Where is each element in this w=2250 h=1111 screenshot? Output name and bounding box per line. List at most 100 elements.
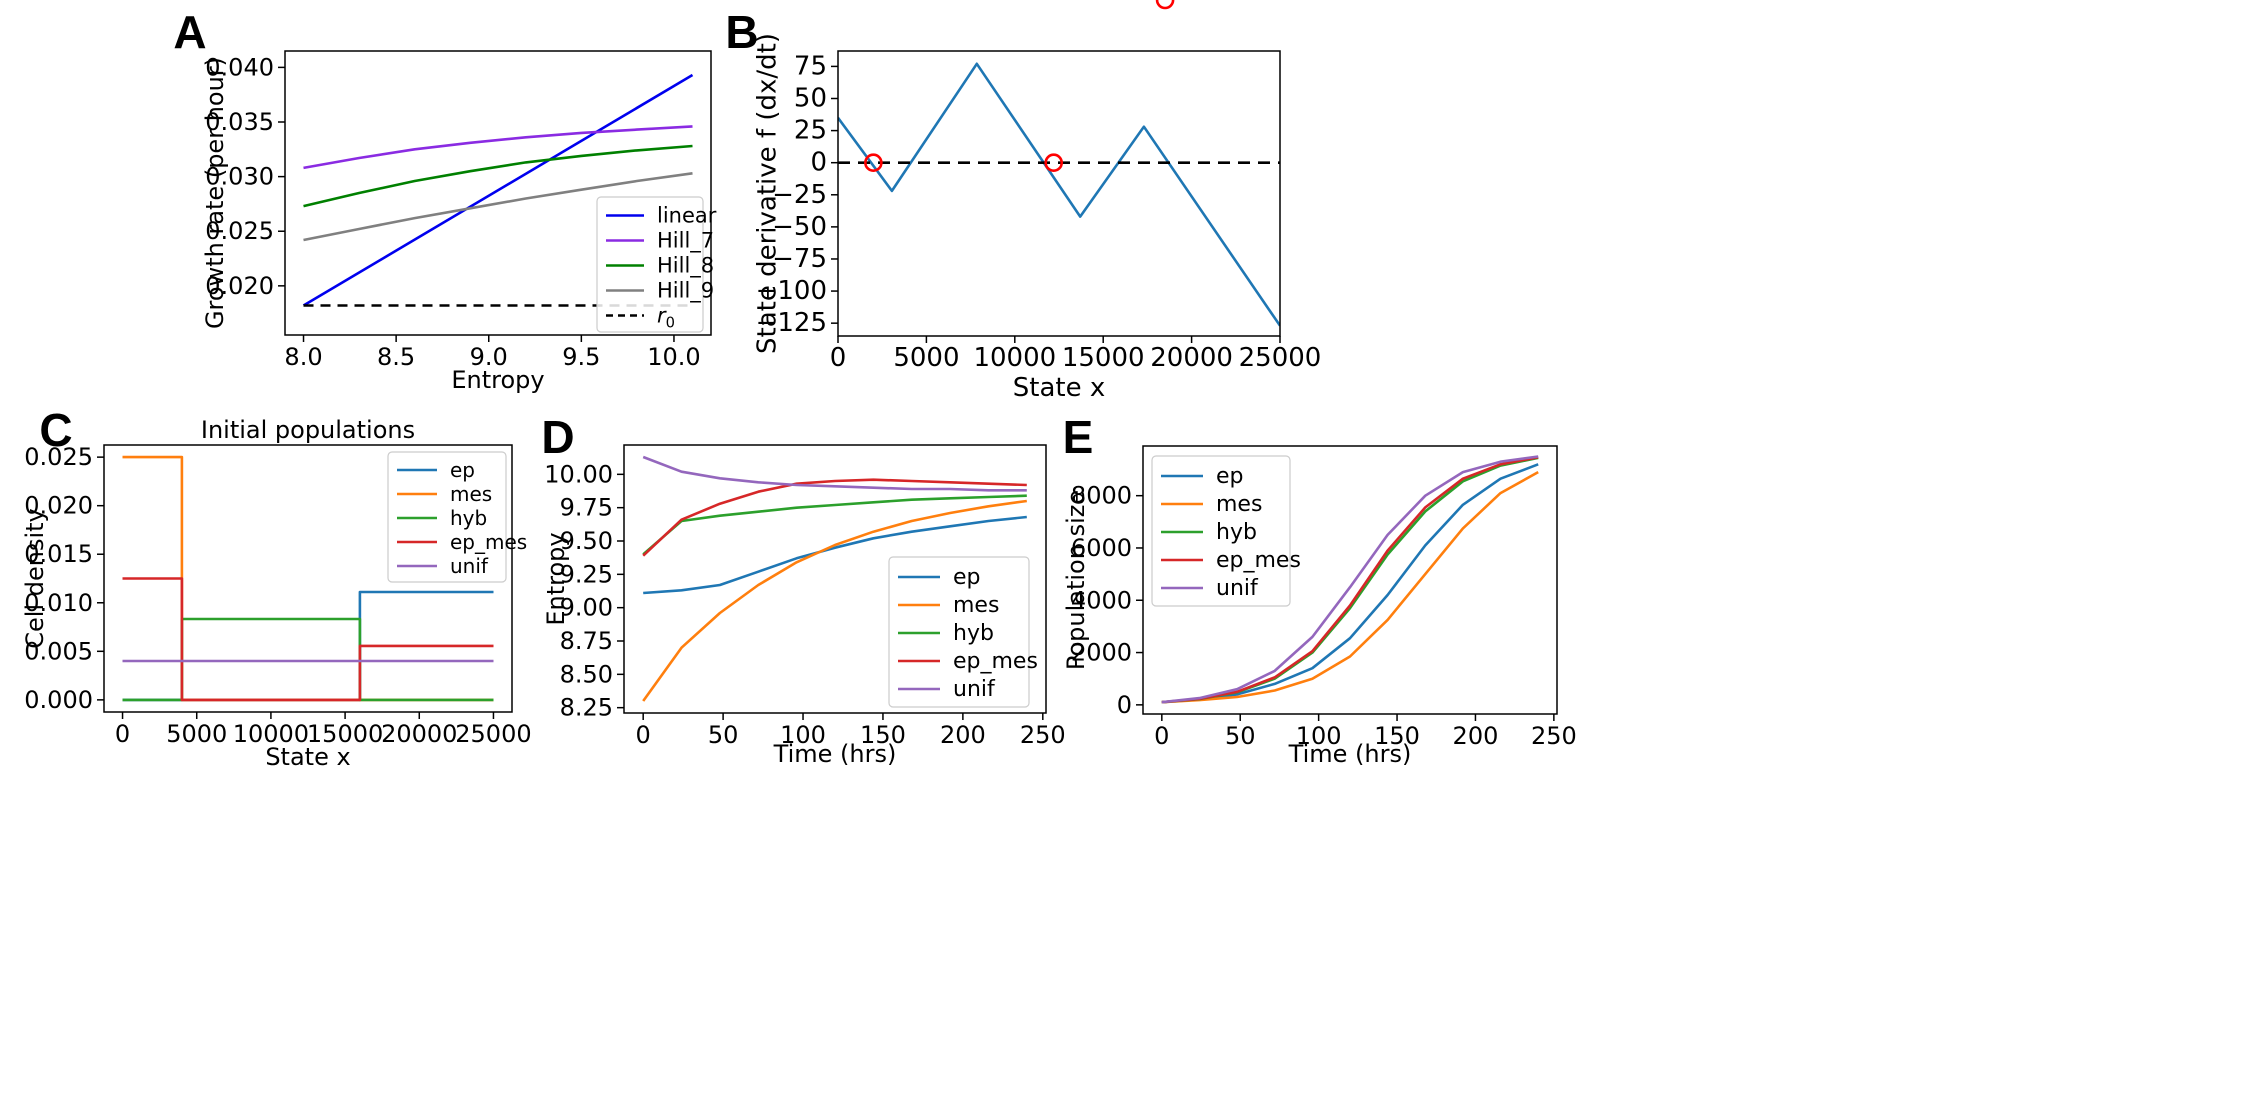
chart-title: Initial populations <box>201 416 415 444</box>
legend-label: mes <box>450 482 492 506</box>
x-tick-label: 5000 <box>893 343 959 373</box>
y-axis-label: Cell density <box>21 508 49 648</box>
legend-label: ep_mes <box>953 649 1038 674</box>
legend-box <box>1151 455 1291 607</box>
y-tick-label: −100 <box>756 276 827 306</box>
series-line-unif <box>1161 455 1539 704</box>
y-tick-label: 9.00 <box>560 594 613 622</box>
y-tick-label: 0.040 <box>205 53 274 81</box>
x-tick-label: 10.0 <box>647 343 700 371</box>
y-tick-label: 0.000 <box>24 686 93 714</box>
y-tick-label: −125 <box>756 308 827 338</box>
x-tick-label: 200 <box>1453 722 1499 750</box>
x-tick-label: 250 <box>1020 721 1066 749</box>
legend-label-sub: 0 <box>666 315 675 332</box>
series-line-ep <box>1161 463 1539 704</box>
legend-label: ep_mes <box>1216 548 1301 573</box>
y-tick-label: 9.75 <box>560 494 613 522</box>
y-tick-label: 10.00 <box>544 460 613 488</box>
x-tick-label: 50 <box>708 721 739 749</box>
y-axis-label: State derivative f (dx/dt) <box>753 33 783 354</box>
x-tick-label: 100 <box>780 721 826 749</box>
x-tick-label: 150 <box>860 721 906 749</box>
legend-label: hyb <box>953 621 994 646</box>
x-tick-label: 8.5 <box>377 343 415 371</box>
series-line-hyb <box>642 494 1027 556</box>
panel-b: B0 5000 10000 15000 20000 250007550250−25−50−… <box>725 0 1321 403</box>
x-tick-label: 20000 <box>1150 343 1233 373</box>
y-tick-label: 4000 <box>1071 586 1132 614</box>
plot-area <box>122 455 494 702</box>
y-tick-label: −25 <box>772 180 827 210</box>
x-tick-label: 250 <box>1531 722 1577 750</box>
plot-area <box>838 62 1280 327</box>
x-tick-label: 0 <box>830 343 847 373</box>
panel-letter-a: A <box>173 6 206 58</box>
x-tick-label: 200 <box>940 721 986 749</box>
y-tick-label: 8.50 <box>560 660 613 688</box>
y-tick-label: 0.020 <box>24 492 93 520</box>
x-tick-label: 15000 <box>1062 343 1145 373</box>
x-tick-label: 10000 <box>233 720 309 748</box>
x-axis-label: State x <box>265 743 350 771</box>
series-line-ep-mes <box>642 478 1027 557</box>
y-tick-label: 9.50 <box>560 527 613 555</box>
legend-label: Hill_8 <box>657 254 714 279</box>
y-tick-label: 0.010 <box>24 589 93 617</box>
legend-box <box>596 196 704 333</box>
legend-label: ep_mes <box>450 530 527 554</box>
legend-label: unif <box>450 554 489 578</box>
plot-area <box>1161 455 1539 704</box>
y-tick-label: 25 <box>794 116 827 146</box>
y-tick-label: 8.25 <box>560 694 613 722</box>
series-line-hill-8 <box>303 144 693 208</box>
y-tick-label: 0.030 <box>205 163 274 191</box>
panel-e: E 0 50 100 150 200 250 0 2000 4000 6000 8000 Time (h… <box>1062 411 1577 768</box>
x-tick-label: 15000 <box>307 720 383 748</box>
panel-letter-b: B <box>725 6 758 58</box>
x-tick-label: 25000 <box>455 720 531 748</box>
y-tick-label: 8000 <box>1071 482 1132 510</box>
y-axis-label: Population size <box>1062 490 1090 670</box>
series-line-hill-7 <box>303 125 693 170</box>
x-tick-label: 8.0 <box>284 343 322 371</box>
y-axis-label: Growth rate (per hour) <box>201 57 229 329</box>
x-tick-label: 50 <box>1225 722 1256 750</box>
panel-letter-e: E <box>1063 411 1094 463</box>
x-axis-label: Entropy <box>451 366 544 394</box>
legend-label: ep <box>953 565 981 590</box>
panel-c: C Initial populations 0 5000 100001500020000… <box>21 404 532 771</box>
y-tick-label: 0.025 <box>205 217 274 245</box>
y-tick-label: 6000 <box>1071 534 1132 562</box>
legend-label: hyb <box>450 506 487 530</box>
y-tick-label: −75 <box>772 244 827 274</box>
y-tick-label: 0.005 <box>24 637 93 665</box>
series-line-hill-9 <box>303 172 693 242</box>
y-tick-label: −50 <box>772 212 827 242</box>
y-tick-label: 0 <box>1117 691 1132 719</box>
legend-label: linear <box>657 204 717 228</box>
series-line-hyb <box>122 617 494 702</box>
legend-label: mes <box>953 593 999 618</box>
y-tick-label: 0 <box>810 148 827 178</box>
panel-letter-c: C <box>39 404 72 456</box>
x-tick-label: 150 <box>1374 722 1420 750</box>
x-tick-label: 10000 <box>973 343 1056 373</box>
panel-d: D 0 50 100 150 200 250 8.25 8.50 8.75 9.00 9.25 9.50… <box>541 411 1065 768</box>
axes-frame <box>1142 445 1558 715</box>
axes-frame <box>623 444 1047 714</box>
y-tick-label: 0.015 <box>24 540 93 568</box>
x-axis-label: Time (hrs) <box>773 740 897 768</box>
x-tick-label: 0 <box>1154 722 1169 750</box>
x-tick-label: 20000 <box>381 720 457 748</box>
series-line-ep <box>643 515 1027 595</box>
plot-area <box>642 455 1027 702</box>
series-line-ep-mes <box>122 577 494 702</box>
x-tick-label: 9.5 <box>562 343 600 371</box>
fixed-point-marker <box>1155 0 1175 10</box>
legend-label: Hill_7 <box>657 229 714 254</box>
x-tick-label: 100 <box>1296 722 1342 750</box>
